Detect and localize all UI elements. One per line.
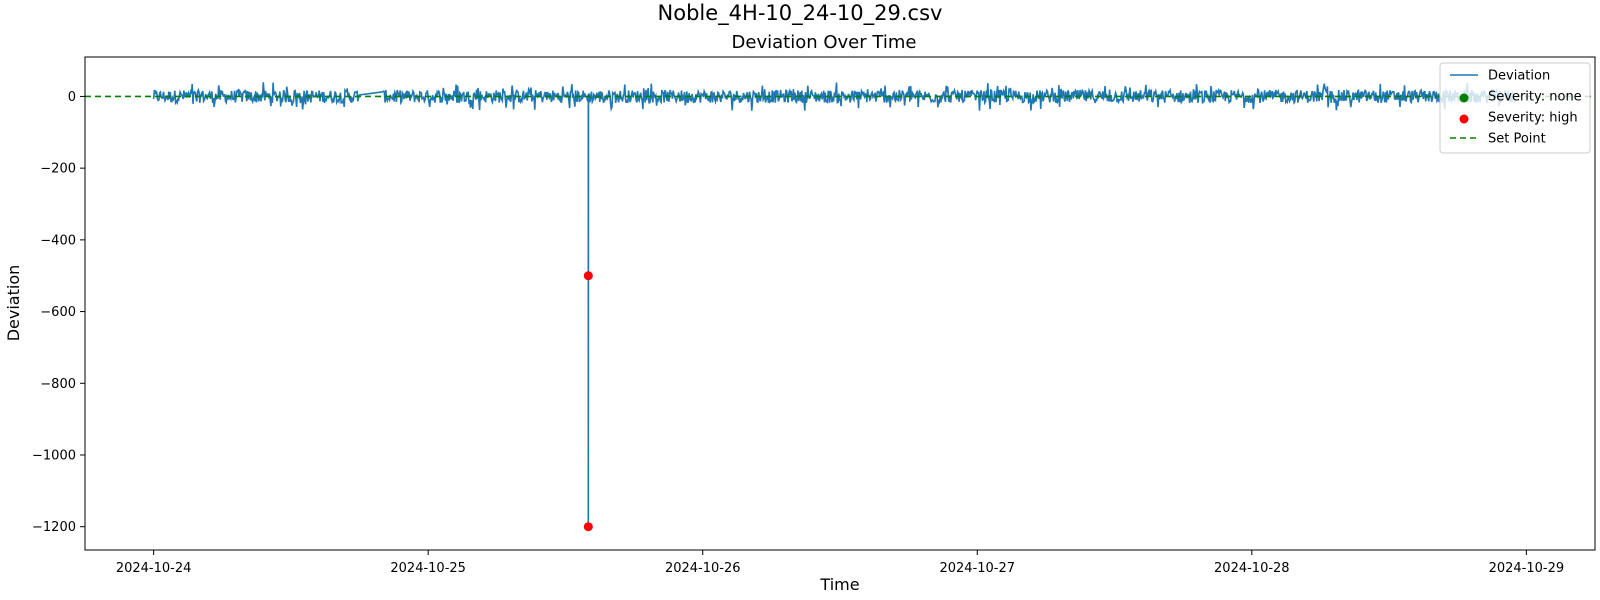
x-axis: 2024-10-24 2024-10-25 2024-10-26 2024-10-27… — [116, 550, 1564, 576]
x-axis-label: Time — [819, 575, 859, 594]
severity-high-point — [583, 271, 593, 281]
x-tick-label: 2024-10-26 — [665, 561, 741, 576]
x-tick-label: 2024-10-25 — [390, 561, 466, 576]
legend-entry-label: Set Point — [1488, 132, 1546, 147]
y-tick-label: −1200 — [32, 520, 76, 535]
legend-marker-swatch — [1459, 114, 1469, 124]
x-tick-label: 2024-10-27 — [939, 561, 1015, 576]
legend-entry-label: Deviation — [1488, 69, 1550, 84]
legend-entry-label: Severity: none — [1488, 90, 1582, 105]
y-tick-label: −800 — [40, 377, 76, 392]
x-tick-label: 2024-10-28 — [1214, 561, 1290, 576]
plot-area — [85, 82, 1595, 532]
deviation-series-line — [152, 82, 1516, 527]
legend-entry-label: Severity: high — [1488, 111, 1578, 126]
y-tick-label: −200 — [40, 162, 76, 177]
severity-high-point — [583, 522, 593, 532]
legend-marker-swatch — [1459, 93, 1469, 103]
plot-frame — [84, 56, 1596, 551]
chart-suptitle: Noble_4H-10_24-10_29.csv — [658, 1, 943, 26]
y-tick-label: −1000 — [32, 448, 76, 463]
legend: Deviation Severity: none Severity: high Set… — [1439, 62, 1591, 154]
chart-title: Deviation Over Time — [732, 32, 917, 53]
x-tick-label: 2024-10-24 — [116, 561, 192, 576]
legend-box — [1439, 62, 1591, 154]
y-axis: 0 −200 −400 −600 −800 −1000 −1200 — [32, 90, 85, 535]
y-tick-label: 0 — [68, 90, 76, 105]
y-tick-label: −400 — [40, 233, 76, 248]
y-axis-label: Deviation — [4, 265, 23, 342]
x-tick-label: 2024-10-29 — [1489, 561, 1565, 576]
y-tick-label: −600 — [40, 305, 76, 320]
